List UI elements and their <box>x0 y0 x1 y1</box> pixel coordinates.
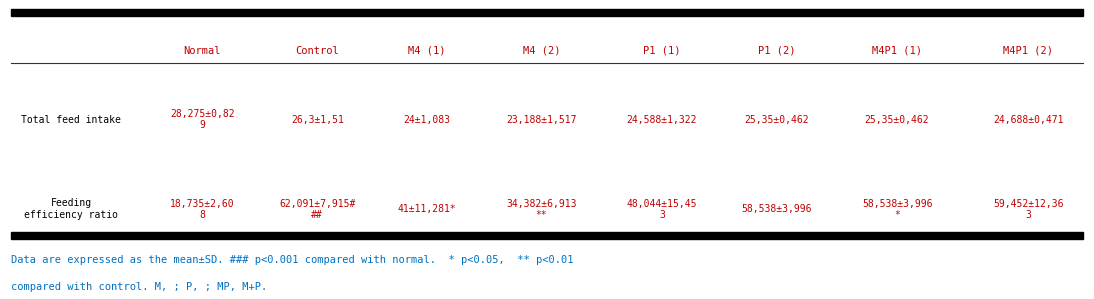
Text: Feeding
efficiency ratio: Feeding efficiency ratio <box>24 199 118 220</box>
Text: 48,044±15,45
3: 48,044±15,45 3 <box>627 199 697 220</box>
Text: 34,382±6,913
**: 34,382±6,913 ** <box>507 199 577 220</box>
Text: M4P1 (1): M4P1 (1) <box>872 46 922 56</box>
Bar <box>11 9 1083 16</box>
Text: 59,452±12,36
3: 59,452±12,36 3 <box>993 199 1063 220</box>
Text: M4 (1): M4 (1) <box>408 46 445 56</box>
Text: 58,538±3,996
*: 58,538±3,996 * <box>862 199 932 220</box>
Text: 41±11,281*: 41±11,281* <box>397 204 456 214</box>
Text: 25,35±0,462: 25,35±0,462 <box>864 115 930 125</box>
Text: 24±1,083: 24±1,083 <box>404 115 450 125</box>
Text: 24,588±1,322: 24,588±1,322 <box>627 115 697 125</box>
Text: Control: Control <box>295 46 339 56</box>
Text: 28,275±0,82
9: 28,275±0,82 9 <box>170 109 235 130</box>
Text: Total feed intake: Total feed intake <box>21 115 121 125</box>
Text: 58,538±3,996: 58,538±3,996 <box>742 204 812 214</box>
Text: P1 (2): P1 (2) <box>758 46 795 56</box>
Text: Normal: Normal <box>184 46 221 56</box>
Text: compared with control. M, ; P, ; MP, M+P.: compared with control. M, ; P, ; MP, M+P… <box>11 282 267 292</box>
Text: M4P1 (2): M4P1 (2) <box>1003 46 1054 56</box>
Text: Data are expressed as the mean±SD. ### p<0.001 compared with normal.  * p<0.05, : Data are expressed as the mean±SD. ### p… <box>11 255 573 265</box>
Text: 26,3±1,51: 26,3±1,51 <box>291 115 344 125</box>
Text: 23,188±1,517: 23,188±1,517 <box>507 115 577 125</box>
Bar <box>11 232 1083 239</box>
Text: P1 (1): P1 (1) <box>643 46 680 56</box>
Text: 24,688±0,471: 24,688±0,471 <box>993 115 1063 125</box>
Text: M4 (2): M4 (2) <box>523 46 560 56</box>
Text: 62,091±7,915#
##: 62,091±7,915# ## <box>279 199 356 220</box>
Text: 25,35±0,462: 25,35±0,462 <box>744 115 810 125</box>
Text: 18,735±2,60
8: 18,735±2,60 8 <box>170 199 235 220</box>
